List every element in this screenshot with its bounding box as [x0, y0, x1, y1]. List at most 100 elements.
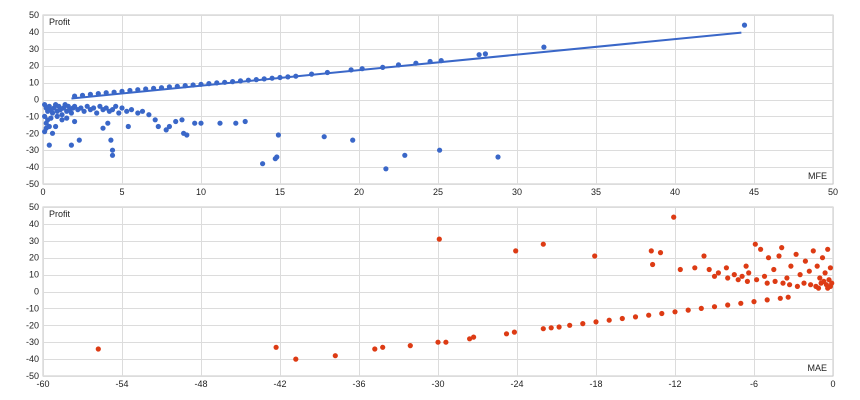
chart-1-data-point: [192, 120, 198, 126]
chart-1-data-point: [261, 76, 267, 82]
chart-1-y-tick-label: 0: [34, 95, 39, 105]
chart-2-data-point: [273, 344, 279, 350]
chart-1-data-point: [402, 152, 408, 158]
chart-1-data-point: [135, 87, 141, 93]
chart-1-y-tick-label: -20: [26, 128, 39, 138]
chart-2-data-point: [772, 278, 778, 284]
chart-1-data-point: [166, 84, 172, 90]
chart-2-data-point: [513, 248, 519, 254]
chart-2-data-point: [701, 253, 707, 259]
chart-2-data-point: [731, 272, 737, 278]
chart-1-data-point: [97, 103, 103, 109]
chart-2-data-point: [467, 336, 473, 342]
chart-2-y-tick-label: -10: [26, 303, 39, 313]
chart-2-x-tick-label: -36: [352, 379, 365, 389]
chart-2-data-point: [777, 295, 783, 301]
chart-1-data-point: [111, 89, 117, 95]
chart-2-data-point: [754, 277, 760, 283]
chart-2-x-axis-label: MAE: [807, 363, 827, 373]
chart-1-data-point: [395, 62, 402, 68]
chart-1-data-point: [380, 64, 386, 70]
chart-1-data-point: [87, 91, 93, 97]
chart-1-data-point: [143, 86, 149, 92]
chart-2-data-point: [648, 248, 654, 254]
chart-2-data-point: [761, 273, 768, 279]
chart-1-data-point: [94, 110, 100, 116]
chart-2-data-point: [785, 294, 791, 300]
chart-1-y-tick-label: 20: [29, 61, 39, 71]
chart-2-data-point: [548, 325, 554, 331]
chart-1-data-point: [217, 120, 223, 126]
chart-2-data-point: [765, 255, 772, 261]
chart-2-data-point: [752, 241, 758, 247]
chart-2-data-point: [725, 302, 731, 308]
chart-1-data-point: [151, 85, 157, 91]
chart-2-data-point: [746, 270, 752, 276]
chart-1-x-tick-label: 10: [196, 187, 206, 197]
chart-2-data-point: [821, 278, 827, 284]
chart-2-data-point: [711, 304, 718, 310]
chart-1-data-point: [152, 117, 158, 123]
chart-1-data-point: [76, 137, 82, 143]
chart-2-data-point: [743, 263, 749, 269]
chart-2-y-tick-label: -20: [26, 320, 39, 330]
chart-1-data-point: [100, 125, 106, 131]
chart-2-data-point: [95, 346, 101, 352]
chart-1-data-point: [438, 58, 444, 64]
chart-1-data-point: [233, 120, 239, 126]
chart-2-data-point: [827, 265, 834, 271]
chart-2-data-point: [735, 277, 741, 283]
chart-2-data-point: [671, 214, 677, 220]
chart-1-y-tick-label: 10: [29, 78, 39, 88]
chart-1-data-point: [49, 130, 56, 136]
chart-1-data-point: [81, 108, 87, 114]
chart-2-data-point: [744, 278, 751, 284]
chart-2-x-tick-label: -6: [750, 379, 758, 389]
chart-2-data-point: [443, 339, 449, 345]
chart-2-data-point: [738, 300, 744, 306]
chart-1-data-point: [222, 79, 228, 85]
chart-2-x-tick-label: -48: [194, 379, 207, 389]
chart-2-x-tick-label: 0: [830, 379, 835, 389]
chart-1-data-point: [54, 113, 60, 119]
chart-1-data-point: [245, 77, 251, 83]
chart-2-data-point: [801, 280, 807, 286]
chart-2-data-point: [646, 312, 652, 318]
chart-1-x-tick-label: 20: [354, 187, 364, 197]
chart-2-y-tick-label: 10: [29, 270, 39, 280]
chart-2-data-point: [787, 282, 793, 288]
chart-2-y-tick-label: 30: [29, 236, 39, 246]
chart-2-data-point: [632, 314, 639, 320]
chart-1-data-point: [166, 123, 172, 130]
chart-1-data-point: [476, 52, 482, 58]
chart-1-x-axis-label: MFE: [808, 171, 827, 181]
chart-2-data-point: [725, 275, 731, 281]
chart-1-data-point: [84, 103, 90, 109]
chart-1-data-point: [275, 132, 281, 138]
chart-1-data-point: [163, 127, 169, 133]
chart-1-data-point: [237, 78, 244, 84]
chart-2-data-point: [751, 299, 757, 305]
chart-1-x-tick-label: 15: [275, 187, 285, 197]
chart-2-data-point: [685, 307, 691, 313]
chart-1-data-point: [198, 120, 204, 126]
chart-1-data-point: [108, 137, 114, 143]
chart-1-y-axis-label: Profit: [49, 17, 71, 27]
chart-1-data-point: [113, 103, 119, 109]
chart-2-data-point: [797, 272, 803, 278]
chart-1-data-point: [72, 118, 78, 125]
chart-2-data-point: [511, 329, 517, 335]
chart-2-data-point: [810, 248, 816, 254]
chart-1-data-point: [253, 77, 259, 83]
chart-2-data-point: [711, 273, 718, 279]
chart-2-data-point: [698, 305, 704, 311]
chart-1-data-point: [53, 123, 59, 130]
chart-1-data-point: [348, 67, 354, 73]
chart-2-data-point: [380, 344, 386, 350]
chart-1-data-point: [125, 123, 131, 130]
chart-1-data-point: [383, 166, 389, 172]
chart-1-x-tick-label: 30: [512, 187, 522, 197]
chart-2-data-point: [659, 310, 665, 317]
chart-1-data-point: [321, 134, 327, 140]
